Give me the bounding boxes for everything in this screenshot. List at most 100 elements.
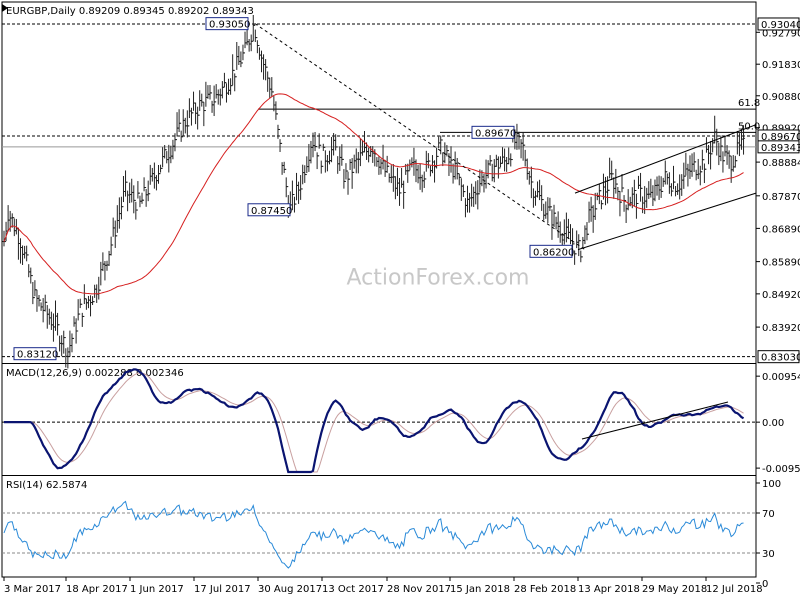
price-box-frame [757, 350, 800, 364]
ohlc-bar [618, 190, 622, 217]
ohlc-bar [276, 113, 280, 139]
price-ytick-label: 0.92790 [762, 28, 800, 39]
ohlc-bar [684, 152, 688, 177]
ohlc-bar [62, 330, 66, 354]
ohlc-bar [700, 149, 704, 173]
ohlc-bar [727, 150, 731, 169]
ohlc-bar [433, 160, 437, 183]
ohlc-bar [86, 295, 90, 309]
ohlc-bar [352, 154, 356, 173]
ohlc-bar [492, 159, 496, 183]
ohlc-bar [101, 252, 105, 272]
ohlc-bar [686, 163, 690, 187]
ohlc-bar [387, 165, 391, 183]
x-tick-label: 30 Aug 2017 [258, 584, 322, 595]
ohlc-bar [507, 147, 511, 165]
ohlc-bar [398, 177, 402, 206]
price-annotation-frame [13, 347, 57, 361]
ohlc-bar [189, 107, 193, 126]
price-annotation: 0.87450 [247, 203, 292, 217]
ohlc-bar [49, 311, 53, 330]
ohlc-bar [58, 324, 62, 352]
ohlc-bar [418, 163, 422, 190]
price-annotation-frame [471, 125, 515, 139]
channel-lower-line [577, 192, 757, 251]
ohlc-bar [210, 92, 214, 113]
ohlc-bar [280, 142, 284, 175]
ohlc-bar [144, 186, 148, 207]
price-annotation-label: 0.87450 [251, 206, 292, 217]
ohlc-bar [519, 136, 523, 159]
ohlc-bar [659, 176, 663, 198]
ohlc-bar [451, 159, 455, 184]
ohlc-bar [82, 284, 86, 317]
ohlc-bar [243, 31, 247, 54]
ohlc-bar [544, 201, 548, 219]
ohlc-bar [533, 190, 537, 206]
watermark: ActionForex.com [347, 266, 530, 291]
ohlc-bar [313, 131, 317, 152]
fib-618-label: 61.8 [738, 98, 760, 109]
ohlc-bar [297, 181, 301, 204]
ohlc-bar [181, 109, 185, 138]
ohlc-bar [200, 93, 204, 107]
price-box-label: 0.83030 [761, 353, 800, 364]
ohlc-bar [142, 177, 146, 201]
ohlc-bar [27, 254, 31, 278]
ohlc-bar [548, 197, 552, 212]
x-tick-label: 3 Mar 2017 [4, 584, 61, 595]
ohlc-bar [37, 295, 41, 307]
price-annotation: 0.93050 [205, 17, 250, 31]
ohlc-bar [84, 298, 88, 310]
ohlc-bar [406, 163, 410, 183]
ohlc-bar [51, 313, 55, 342]
ohlc-bar [501, 147, 505, 164]
price-ytick-label: 0.88884 [762, 158, 800, 169]
ohlc-bar [336, 146, 340, 174]
ohlc-bar [474, 181, 478, 205]
ohlc-bar [661, 177, 665, 192]
ohlc-bar [562, 219, 566, 245]
macd-trendline [581, 401, 729, 440]
ohlc-bar [569, 224, 572, 245]
ohlc-bar [148, 164, 152, 195]
ohlc-bar [634, 190, 638, 219]
ohlc-bar [472, 186, 476, 207]
ohlc-bar [556, 211, 560, 238]
ohlc-bar [389, 165, 393, 184]
ohlc-bar [358, 138, 362, 167]
ohlc-bar [233, 69, 237, 92]
ohlc-bar [404, 163, 408, 193]
ohlc-bar [89, 295, 93, 317]
price-ytick-label: 0.87870 [762, 192, 800, 203]
ohlc-bar [733, 155, 737, 168]
ohlc-bar [39, 299, 43, 311]
rsi-ytick-label: 30 [762, 549, 775, 560]
ohlc-bar [187, 98, 191, 127]
ohlc-bar [624, 199, 628, 223]
ohlc-bar [647, 181, 651, 199]
ohlc-bar [484, 159, 488, 189]
ohlc-bar [235, 41, 239, 78]
ohlc-bar [449, 146, 453, 173]
price-box-label: 0.93040 [761, 20, 800, 31]
ohlc-bar [457, 173, 461, 186]
downtrend-line [254, 23, 586, 251]
ohlc-bar [130, 178, 134, 203]
ohlc-bar [150, 167, 154, 182]
ohlc-bar [614, 168, 618, 194]
ohlc-bar [169, 145, 173, 164]
ohlc-bar [305, 156, 309, 176]
ohlc-bar [76, 299, 80, 332]
ohlc-bar [167, 144, 171, 173]
x-tick-label: 28 Feb 2018 [514, 584, 576, 595]
ohlc-bar [632, 179, 636, 207]
ohlc-bar [270, 77, 274, 97]
ohlc-bar [251, 14, 255, 42]
ohlc-bar [395, 167, 399, 197]
ohlc-bar [463, 191, 467, 218]
ohlc-bar [391, 164, 395, 192]
ohlc-bar [117, 197, 121, 229]
ohlc-bar [422, 171, 426, 188]
ohlc-bar [393, 176, 397, 200]
